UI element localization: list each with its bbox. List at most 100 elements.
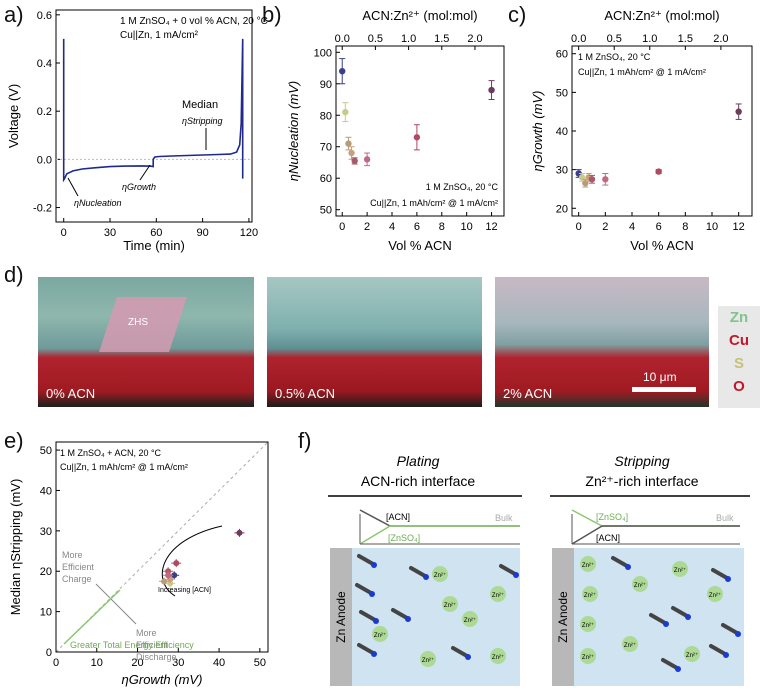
chart-b-xtick-label: 0 [339, 221, 345, 233]
chart-e-xtick-label: 40 [213, 657, 225, 669]
stripping-subtitle: Zn²⁺-rich interface [585, 473, 698, 489]
element-legend: Zn Cu S O [718, 306, 760, 408]
panel-letter-d: d) [4, 262, 24, 287]
chart-c-toptick-label: 1.5 [678, 33, 693, 45]
chart-c-ylabel: ηGrowth (mV) [530, 91, 545, 172]
chart-e-xtick-label: 50 [254, 657, 266, 669]
zn-ion-label: Zn²⁺ [582, 562, 594, 569]
chart-a-xtick-label: 30 [104, 227, 116, 239]
chart-a-ytick-label: 0.2 [37, 106, 52, 118]
chart-b-point [363, 156, 371, 163]
chart-e-legend-2: Cu||Zn, 1 mAh/cm² @ 1 mA/cm² [60, 462, 188, 472]
chart-c-toptick-label: 0.5 [607, 33, 622, 45]
chart-e-arrow-energy [63, 589, 121, 645]
chart-b-point [342, 108, 349, 116]
chart-b-xlabel: Vol % ACN [388, 238, 452, 253]
zn-ion [372, 626, 388, 642]
zn-ion-label: Zn²⁺ [374, 632, 386, 639]
zn-ion [490, 648, 506, 664]
chart-c-ytick-label: 50 [556, 87, 568, 99]
chart-b-toptick-label: 1.5 [434, 33, 449, 45]
chart-a-series-line [62, 38, 244, 183]
plating-anode [330, 548, 352, 686]
chart-b-ytick-label: 100 [314, 47, 332, 59]
acn-nitrogen [723, 652, 729, 658]
acn-molecule [661, 658, 679, 670]
acn-molecule [721, 623, 739, 635]
zn-ion [672, 561, 688, 577]
acn-molecule [359, 610, 377, 622]
zn-ion [490, 586, 506, 602]
chart-a-arrow-growth [139, 164, 151, 181]
chart-c-point [602, 176, 609, 183]
acn-molecule [357, 554, 375, 566]
zn-ion-label: Zn²⁺ [674, 567, 686, 574]
chart-b-xtick-label: 6 [414, 221, 420, 233]
micrograph-2-label: 2% ACN [503, 386, 553, 401]
chart-a-xlabel: Time (min) [123, 238, 185, 253]
schematic-f: Plating ACN-rich interface Stripping Zn²… [328, 453, 750, 686]
legend-cu: Cu [729, 332, 749, 349]
stripping-profile: [ZnSO₄] [ACN] Bulk [571, 509, 740, 545]
zn-ion-label: Zn²⁺ [492, 654, 504, 661]
acn-molecule [409, 566, 427, 578]
chart-a-ytick-label: 0.6 [37, 10, 52, 22]
chart-e-point [161, 578, 168, 585]
chart-c-toplabel: ACN:Zn²⁺ (mol:mol) [604, 8, 719, 23]
panel-letter-b: b) [262, 2, 282, 27]
chart-c-xlabel: Vol % ACN [630, 238, 694, 253]
chart-b-ytick-label: 90 [320, 79, 332, 91]
zn-ion-label: Zn²⁺ [464, 617, 476, 624]
chart-c-xtick-label: 12 [733, 221, 745, 233]
plating-bottom-label: [ZnSO₄] [388, 533, 420, 543]
acn-molecule [611, 556, 629, 568]
acn-nitrogen [371, 562, 377, 568]
acn-molecule [391, 608, 409, 620]
chart-e-ytick-label: 10 [40, 607, 52, 619]
chart-b-point [345, 140, 352, 147]
chart-a-arrow-nucleation [67, 177, 79, 197]
chart-b-frame [335, 45, 505, 217]
zn-ion-label: Zn²⁺ [634, 582, 646, 589]
zn-ion [632, 576, 648, 592]
legend-o: O [733, 378, 745, 395]
chart-c-ytick-label: 60 [556, 49, 568, 61]
chart-a-ytick-label: -0.2 [33, 203, 52, 215]
chart-a-ann-nucleation: ηNucleation [74, 198, 122, 208]
stripping-bottom-curve [571, 525, 740, 545]
chart-b-point [339, 67, 346, 75]
panel-letter-f: f) [298, 428, 312, 453]
chart-e-ytick-label: 0 [46, 647, 52, 659]
acn-nitrogen [663, 621, 669, 627]
chart-c-xtick-label: 10 [706, 221, 718, 233]
acn-molecule [709, 644, 727, 656]
acn-molecule [357, 643, 375, 655]
chart-b-ytick-label: 70 [320, 142, 332, 154]
zn-ion-label: Zn²⁺ [686, 652, 698, 659]
chart-a-ytick-label: 0.0 [37, 154, 52, 166]
stripping-title: Stripping [614, 453, 669, 469]
zn-ion-label: Zn²⁺ [444, 602, 456, 609]
plating-profile: [ACN] [ZnSO₄] Bulk [359, 509, 520, 545]
chart-b-point [488, 86, 495, 94]
panel-letter-a: a) [4, 2, 24, 27]
chart-e-point [171, 572, 178, 579]
acn-nitrogen [685, 614, 691, 620]
chart-c-ytick-label: 20 [556, 203, 568, 215]
acn-nitrogen [735, 631, 741, 637]
zn-ion-label: Zn²⁺ [582, 654, 594, 661]
chart-e-point [236, 529, 243, 536]
chart-c-legend-1: 1 M ZnSO₄, 20 °C [578, 52, 651, 62]
chart-b-ytick-label: 50 [320, 205, 332, 217]
chart-e-arrow-charge [95, 583, 123, 611]
plating-top-label: [ACN] [386, 512, 410, 522]
zn-ion [707, 586, 723, 602]
zn-ion-label: Zn²⁺ [492, 592, 504, 599]
chart-c-xtick-label: 8 [682, 221, 688, 233]
chart-c-point [655, 168, 662, 175]
legend-s: S [733, 355, 744, 372]
chart-e-xtick-label: 30 [172, 657, 184, 669]
chart-e-curve-arrow [161, 525, 223, 597]
zn-ion-label: Zn²⁺ [582, 622, 594, 629]
acn-molecule [671, 606, 689, 618]
